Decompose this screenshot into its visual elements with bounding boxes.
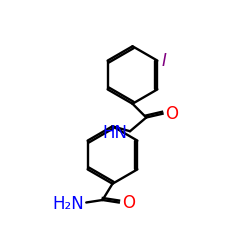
Text: O: O bbox=[166, 105, 178, 123]
Text: O: O bbox=[122, 194, 135, 212]
Text: HN: HN bbox=[102, 124, 128, 142]
Text: H₂N: H₂N bbox=[52, 195, 84, 213]
Text: I: I bbox=[162, 52, 167, 70]
